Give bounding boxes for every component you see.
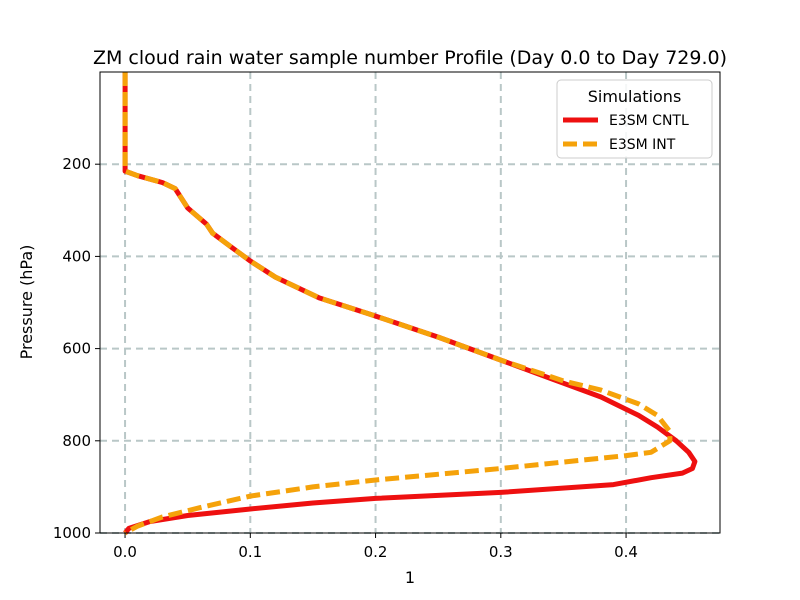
x-tick-label: 0.2: [364, 543, 388, 561]
legend-label-int: E3SM INT: [609, 137, 676, 153]
y-tick-label: 800: [62, 432, 91, 450]
legend-box: [556, 79, 713, 159]
legend-title: Simulations: [588, 87, 682, 106]
y-tick-label: 1000: [53, 524, 91, 542]
plot-frame: [99, 71, 721, 534]
x-axis: 0.0 0.1 0.2 0.3 0.4: [113, 533, 638, 561]
series-layer: [122, 72, 698, 536]
x-axis-label: 1: [405, 568, 415, 587]
x-tick-label: 0.1: [238, 543, 262, 561]
x-tick-label: 0.4: [614, 543, 638, 561]
y-axis: 200 400 600 800 1000: [53, 155, 100, 542]
y-axis-label: Pressure (hPa): [17, 245, 36, 360]
chart-title: ZM cloud rain water sample number Profil…: [93, 47, 727, 69]
x-tick-label: 0.0: [113, 543, 137, 561]
legend-label-cntl: E3SM CNTL: [609, 113, 689, 129]
y-tick-label: 200: [62, 155, 91, 173]
y-tick-label: 600: [62, 340, 91, 358]
x-tick-label: 0.3: [489, 543, 513, 561]
legend: Simulations E3SM CNTL E3SM INT: [556, 79, 713, 159]
y-tick-label: 400: [62, 247, 91, 265]
series-line-e3sm-int: [122, 72, 673, 536]
